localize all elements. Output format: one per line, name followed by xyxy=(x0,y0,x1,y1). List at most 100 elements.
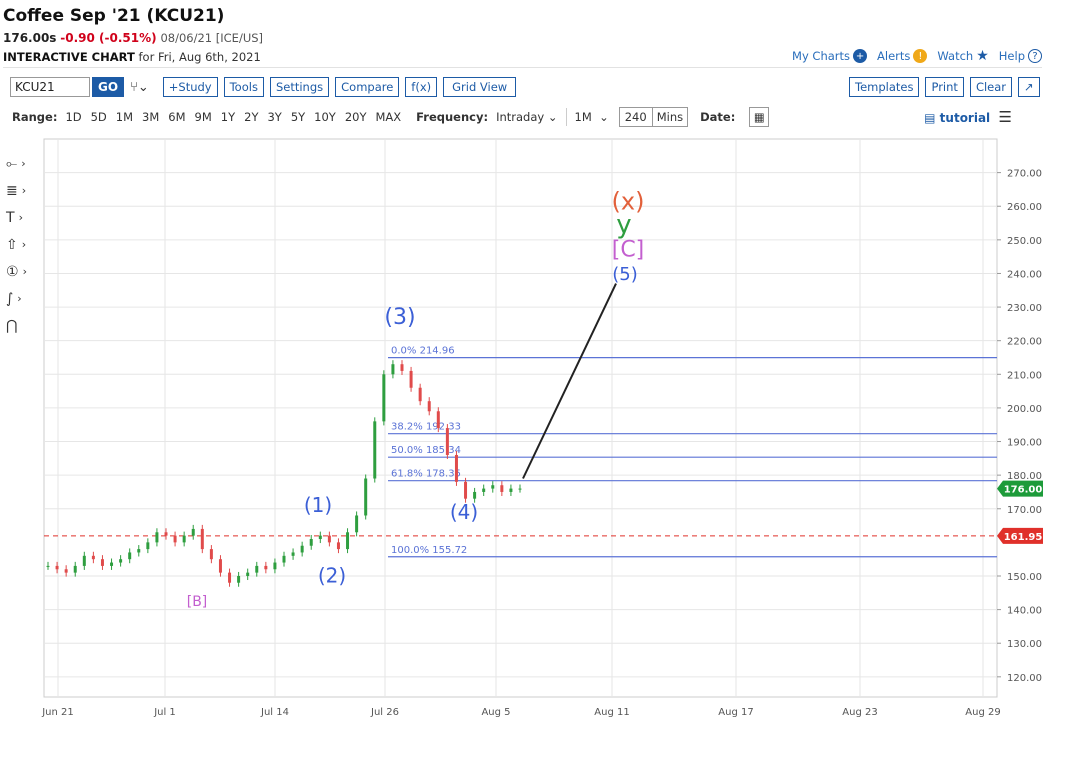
range-option-20y[interactable]: 20Y xyxy=(344,110,367,124)
candle-body xyxy=(218,559,222,573)
candle-body xyxy=(327,535,331,543)
candle-body xyxy=(255,565,259,573)
range-option-3m[interactable]: 3M xyxy=(142,110,160,124)
tool-arrow[interactable]: ⇧ › xyxy=(6,231,40,258)
candle-body xyxy=(209,549,213,560)
last-price-label: 176.00 xyxy=(1004,485,1043,496)
candle-body xyxy=(46,565,50,567)
grid-view-button[interactable]: Grid View xyxy=(443,77,517,97)
plus-circle-icon: + xyxy=(853,49,868,64)
tool-text[interactable]: T › xyxy=(6,204,40,231)
candle-body xyxy=(464,481,468,499)
candle-body xyxy=(119,559,123,563)
prev-close-label: 161.95 xyxy=(1004,532,1043,543)
expand-icon[interactable]: ↗ xyxy=(1018,77,1040,97)
watch-label: Watch xyxy=(937,49,974,63)
calendar-icon[interactable]: ▦ xyxy=(749,107,770,127)
range-option-10y[interactable]: 10Y xyxy=(314,110,336,124)
wave-label: (5) xyxy=(612,264,638,285)
candle-body xyxy=(491,485,495,489)
tool-magnet[interactable]: ⋂ xyxy=(6,312,40,339)
subtitle-bold: INTERACTIVE CHART xyxy=(3,50,135,64)
frequency-select[interactable]: Intraday ⌄ xyxy=(496,110,557,124)
period-value: 1M xyxy=(574,110,592,124)
range-option-3y[interactable]: 3Y xyxy=(267,110,282,124)
quote-line: 176.00s -0.90 (-0.51%) 08/06/21 [ICE/US] xyxy=(3,31,263,45)
x-tick-label: Aug 23 xyxy=(842,707,877,718)
minutes-input[interactable]: 240 xyxy=(618,107,653,127)
drawing-tools: ⟜ › ≣ › T › ⇧ › ① › ∫ › ⋂ xyxy=(6,150,40,339)
plot-area xyxy=(43,138,998,698)
arrow-up-icon: ⇧ xyxy=(6,236,18,253)
candle-body xyxy=(100,559,104,566)
tutorial-link[interactable]: ▤ tutorial ☰ xyxy=(924,108,1012,126)
y-tick-label: 190.00 xyxy=(1007,438,1042,449)
candle-body xyxy=(509,488,513,492)
compare-button[interactable]: Compare xyxy=(335,77,400,97)
candle-body xyxy=(364,478,368,516)
go-button[interactable]: GO xyxy=(92,77,125,97)
menu-icon[interactable]: ☰ xyxy=(998,108,1012,126)
y-tick-label: 220.00 xyxy=(1007,337,1042,348)
candle-body xyxy=(318,535,322,540)
last-price: 176.00s xyxy=(3,31,57,45)
chevron-down-icon: ⌄ xyxy=(547,110,558,124)
right-toolbar: Templates Print Clear ↗ xyxy=(849,77,1040,97)
my-charts-link[interactable]: My Charts + xyxy=(792,49,868,64)
tools-button[interactable]: Tools xyxy=(223,77,264,97)
range-option-max[interactable]: MAX xyxy=(375,110,402,124)
range-option-1y[interactable]: 1Y xyxy=(220,110,236,124)
wave-label: (4) xyxy=(450,500,478,524)
candle-body xyxy=(309,539,313,546)
wave-label: (3) xyxy=(384,305,415,330)
study-button[interactable]: +Study xyxy=(162,77,218,97)
tool-fibonacci[interactable]: ≣ › xyxy=(6,177,40,204)
frequency-value: Intraday xyxy=(496,110,545,124)
star-icon: ★ xyxy=(976,48,989,64)
candle-body xyxy=(110,562,114,566)
chevron-right-icon: › xyxy=(17,292,22,305)
period-select[interactable]: 1M ⌄ xyxy=(575,110,609,124)
alert-icon: ! xyxy=(913,49,928,64)
range-option-1m[interactable]: 1M xyxy=(115,110,134,124)
tool-curve[interactable]: ∫ › xyxy=(6,285,40,312)
range-option-5d[interactable]: 5D xyxy=(90,110,107,124)
candle-body xyxy=(518,488,522,490)
clear-button[interactable]: Clear xyxy=(969,77,1013,97)
y-tick-label: 270.00 xyxy=(1007,169,1042,180)
candle-body xyxy=(64,569,68,573)
range-option-1d[interactable]: 1D xyxy=(65,110,82,124)
y-tick-label: 260.00 xyxy=(1007,202,1042,213)
range-option-5y[interactable]: 5Y xyxy=(290,110,306,124)
y-tick-label: 170.00 xyxy=(1007,505,1042,516)
candle-body xyxy=(291,552,295,556)
help-link[interactable]: Help? xyxy=(999,49,1042,64)
divider xyxy=(3,67,1042,68)
fx-button[interactable]: f(x) xyxy=(405,77,438,97)
y-tick-label: 180.00 xyxy=(1007,471,1042,482)
y-tick-label: 240.00 xyxy=(1007,269,1042,280)
alerts-link[interactable]: Alerts! xyxy=(877,49,928,64)
candle-body xyxy=(482,488,486,492)
templates-button[interactable]: Templates xyxy=(849,77,920,97)
range-option-9m[interactable]: 9M xyxy=(194,110,212,124)
range-option-6m[interactable]: 6M xyxy=(168,110,186,124)
top-links: My Charts + Alerts! Watch ★ Help? xyxy=(792,48,1042,64)
candle-body xyxy=(182,535,186,543)
candle-body xyxy=(409,370,413,388)
candle-body xyxy=(300,545,304,553)
chart-type-icon[interactable]: ⑂⌄ xyxy=(130,79,149,95)
settings-button[interactable]: Settings xyxy=(269,77,330,97)
tool-line[interactable]: ⟜ › xyxy=(6,150,40,177)
candle-body xyxy=(427,401,431,412)
tool-wave-label[interactable]: ① › xyxy=(6,258,40,285)
x-tick-label: Jul 14 xyxy=(260,707,289,718)
print-button[interactable]: Print xyxy=(925,77,964,97)
symbol-input[interactable] xyxy=(10,77,90,97)
candle-body xyxy=(228,572,232,583)
minutes-unit: Mins xyxy=(652,107,689,127)
range-option-2y[interactable]: 2Y xyxy=(244,110,259,124)
candle-body xyxy=(282,555,286,563)
range-bar: Range: 1D 5D 1M 3M 6M 9M 1Y 2Y 3Y 5Y 10Y 20Y MAX Fre… xyxy=(12,106,1042,128)
watch-link[interactable]: Watch ★ xyxy=(937,48,988,64)
